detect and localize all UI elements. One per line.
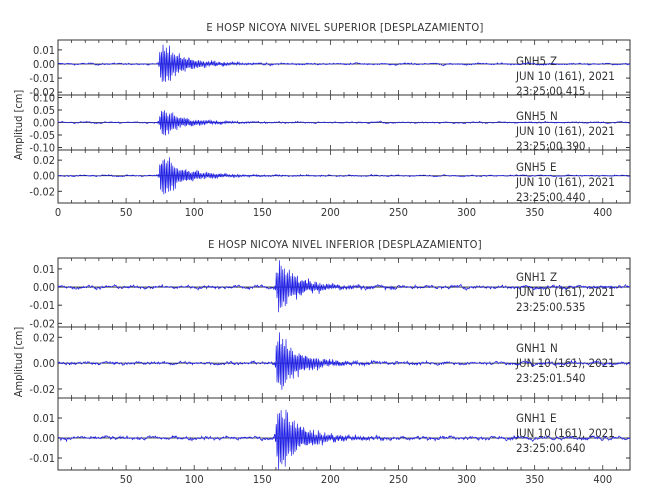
x-tick-label: 150 <box>253 473 272 486</box>
y-tick-label: 0.05 <box>33 104 55 117</box>
lower-level-panel: E HOSP NICOYA NIVEL INFERIOR [DESPLAZAMI… <box>12 238 631 486</box>
x-tick-label: 400 <box>593 206 612 219</box>
trace-time-label: 23:25:00.390 <box>516 139 586 153</box>
y-tick-label: 0.02 <box>33 331 55 344</box>
trace-time-label: 23:25:01.540 <box>516 371 586 385</box>
y-tick-label: -0.01 <box>29 452 55 465</box>
upper-level-panel: E HOSP NICOYA NIVEL SUPERIOR [DESPLAZAMI… <box>12 21 631 219</box>
y-tick-label: 0.00 <box>33 357 55 370</box>
trace-gnh5-z: GNH5 Z JUN 10 (161), 2021 23:25:00.415 0… <box>29 39 631 99</box>
waveform-line <box>57 409 631 471</box>
y-tick-label: 0.00 <box>33 170 55 183</box>
trace-time-label: 23:25:00.640 <box>516 441 586 455</box>
trace-station-label: GNH1 <box>516 411 546 425</box>
trace-station-label: GNH5 <box>516 160 546 174</box>
lower-panel-title: E HOSP NICOYA NIVEL INFERIOR [DESPLAZAMI… <box>208 238 482 251</box>
x-tick-label: 300 <box>457 206 476 219</box>
x-tick-label: 50 <box>120 473 133 486</box>
lower-panel-y-axis-label: Amplitud [cm] <box>12 327 25 398</box>
x-tick-label: 250 <box>389 206 408 219</box>
waveform-line <box>57 332 631 390</box>
waveform-line <box>57 260 631 313</box>
x-tick-label: 200 <box>321 206 340 219</box>
x-tick-label: 100 <box>185 206 204 219</box>
y-tick-label: -0.02 <box>29 86 55 99</box>
y-tick-label: 0.00 <box>33 117 55 130</box>
trace-component-label: N <box>550 341 558 355</box>
trace-date-label: JUN 10 (161), 2021 <box>515 69 615 83</box>
x-tick-label: 300 <box>457 473 476 486</box>
trace-date-label: JUN 10 (161), 2021 <box>515 175 615 189</box>
x-tick-label: 150 <box>253 206 272 219</box>
trace-component-label: Z <box>550 54 557 68</box>
y-tick-label: 0.01 <box>33 263 55 276</box>
trace-station-label: GNH5 <box>516 54 546 68</box>
x-tick-label: 350 <box>525 473 544 486</box>
y-tick-label: 0.02 <box>33 154 55 167</box>
trace-gnh5-n: GNH5 N JUN 10 (161), 2021 23:25:00.390 0… <box>29 92 631 155</box>
trace-component-label: Z <box>550 270 557 284</box>
trace-gnh1-n: GNH1 N JUN 10 (161), 2021 23:25:01.540 0… <box>29 326 631 399</box>
x-tick-label: 0 <box>55 206 61 219</box>
trace-component-label: E <box>550 160 557 174</box>
trace-time-label: 23:25:00.440 <box>516 190 586 204</box>
x-tick-label: 400 <box>593 473 612 486</box>
x-tick-label: 250 <box>389 473 408 486</box>
y-tick-label: 0.01 <box>33 44 55 57</box>
trace-component-label: E <box>550 411 557 425</box>
y-tick-label: 0.00 <box>33 432 55 445</box>
waveform-line <box>57 110 631 136</box>
x-tick-label: 100 <box>185 473 204 486</box>
trace-date-label: JUN 10 (161), 2021 <box>515 426 615 440</box>
trace-station-label: GNH1 <box>516 341 546 355</box>
trace-gnh1-e: GNH1 E JUN 10 (161), 2021 23:25:00.640 0… <box>29 397 631 471</box>
y-tick-label: -0.01 <box>29 72 55 85</box>
waveform-line <box>57 44 631 82</box>
trace-date-label: JUN 10 (161), 2021 <box>515 124 615 138</box>
y-tick-label: -0.02 <box>29 317 55 330</box>
y-tick-label: -0.05 <box>29 129 55 142</box>
x-tick-label: 200 <box>321 473 340 486</box>
y-tick-label: -0.02 <box>29 185 55 198</box>
y-tick-label: -0.10 <box>29 142 55 155</box>
trace-time-label: 23:25:00.535 <box>516 300 586 314</box>
trace-station-label: GNH1 <box>516 270 546 284</box>
y-tick-label: 0.10 <box>33 92 55 105</box>
trace-component-label: N <box>550 109 558 123</box>
trace-time-label: 23:25:00.415 <box>516 84 586 98</box>
y-tick-label: -0.01 <box>29 299 55 312</box>
y-tick-label: 0.01 <box>33 412 55 425</box>
trace-gnh1-z: GNH1 Z JUN 10 (161), 2021 23:25:00.535 0… <box>29 257 631 330</box>
upper-panel-y-axis-label: Amplitud [cm] <box>12 90 25 161</box>
y-tick-label: 0.00 <box>33 58 55 71</box>
y-tick-label: -0.02 <box>29 383 55 396</box>
x-tick-label: 350 <box>525 206 544 219</box>
y-tick-label: 0.00 <box>33 281 55 294</box>
waveform-line <box>57 157 631 195</box>
trace-station-label: GNH5 <box>516 109 546 123</box>
trace-gnh5-e: GNH5 E JUN 10 (161), 2021 23:25:00.440 0… <box>29 149 631 204</box>
upper-panel-title: E HOSP NICOYA NIVEL SUPERIOR [DESPLAZAMI… <box>206 21 483 34</box>
x-tick-label: 50 <box>120 206 133 219</box>
